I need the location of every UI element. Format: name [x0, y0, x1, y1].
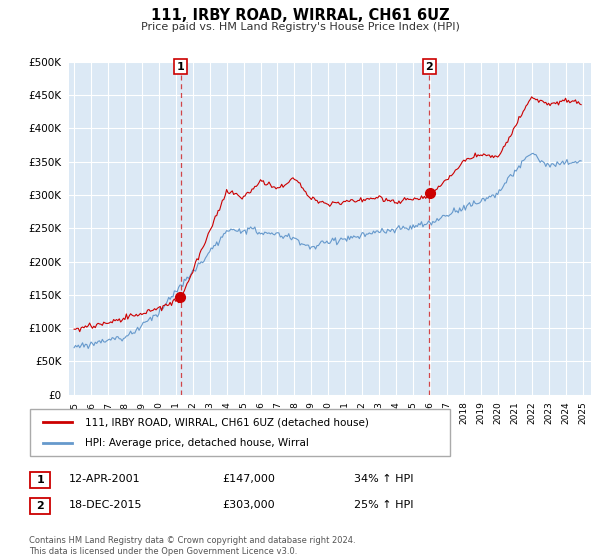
- FancyBboxPatch shape: [30, 472, 50, 488]
- Text: 34% ↑ HPI: 34% ↑ HPI: [354, 474, 413, 484]
- Text: 25% ↑ HPI: 25% ↑ HPI: [354, 500, 413, 510]
- Text: Price paid vs. HM Land Registry's House Price Index (HPI): Price paid vs. HM Land Registry's House …: [140, 22, 460, 32]
- FancyBboxPatch shape: [30, 498, 50, 514]
- Text: 18-DEC-2015: 18-DEC-2015: [69, 500, 143, 510]
- FancyBboxPatch shape: [30, 409, 450, 456]
- Text: 2: 2: [425, 62, 433, 72]
- Text: 12-APR-2001: 12-APR-2001: [69, 474, 140, 484]
- Text: 1: 1: [176, 62, 184, 72]
- Text: £303,000: £303,000: [222, 500, 275, 510]
- Text: 1: 1: [37, 475, 44, 485]
- Text: HPI: Average price, detached house, Wirral: HPI: Average price, detached house, Wirr…: [85, 438, 308, 448]
- Text: 111, IRBY ROAD, WIRRAL, CH61 6UZ (detached house): 111, IRBY ROAD, WIRRAL, CH61 6UZ (detach…: [85, 417, 368, 427]
- Text: 111, IRBY ROAD, WIRRAL, CH61 6UZ: 111, IRBY ROAD, WIRRAL, CH61 6UZ: [151, 8, 449, 24]
- Text: Contains HM Land Registry data © Crown copyright and database right 2024.
This d: Contains HM Land Registry data © Crown c…: [29, 536, 355, 556]
- Text: £147,000: £147,000: [222, 474, 275, 484]
- Text: 2: 2: [37, 501, 44, 511]
